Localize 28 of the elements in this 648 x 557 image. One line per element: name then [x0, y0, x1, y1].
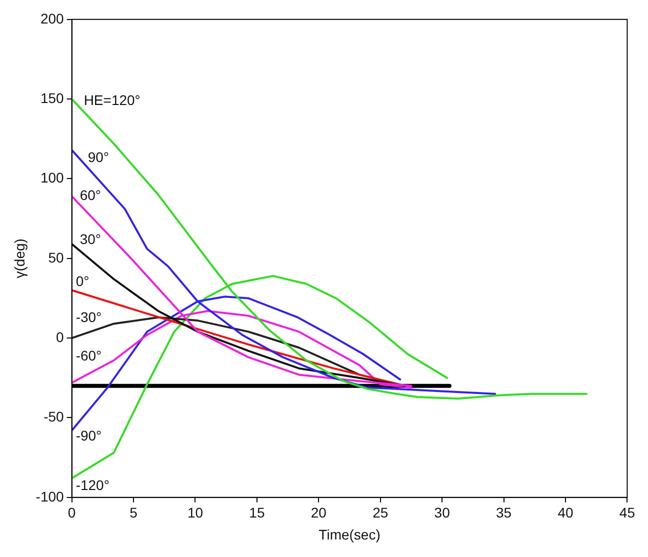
x-tick-label: 45 [619, 504, 636, 521]
series-label: -30° [76, 308, 102, 325]
y-tick-label: 200 [40, 10, 64, 26]
x-tick-label: 0 [68, 504, 76, 521]
x-tick-label: 30 [434, 504, 450, 521]
series-label: -120° [76, 477, 110, 494]
y-tick-label: -50 [44, 408, 64, 425]
x-tick-label: 15 [249, 504, 265, 521]
x-tick-label: 10 [187, 504, 204, 521]
y-tick-label: 100 [40, 170, 64, 186]
series-label: 0° [76, 273, 90, 290]
series-label: 30° [80, 230, 101, 247]
y-tick-label: 0 [56, 328, 64, 345]
y-tick-label: -100 [36, 488, 64, 504]
series-label: -90° [76, 427, 102, 444]
y-tick-label: 50 [48, 249, 64, 266]
series-label: 90° [88, 148, 109, 165]
x-tick-label: 40 [558, 504, 574, 521]
x-tick-label: 25 [372, 504, 388, 521]
x-tick-label: 35 [496, 504, 512, 521]
y-axis-title: γ(deg) [11, 238, 28, 278]
x-tick-label: 20 [310, 504, 327, 521]
x-tick-label: 5 [130, 504, 138, 521]
series-label: 60° [80, 187, 101, 204]
series-label: HE=120° [84, 92, 140, 108]
series-label: -60° [76, 348, 102, 364]
y-tick-label: 150 [40, 90, 64, 106]
x-axis-title: Time(sec) [318, 526, 380, 542]
